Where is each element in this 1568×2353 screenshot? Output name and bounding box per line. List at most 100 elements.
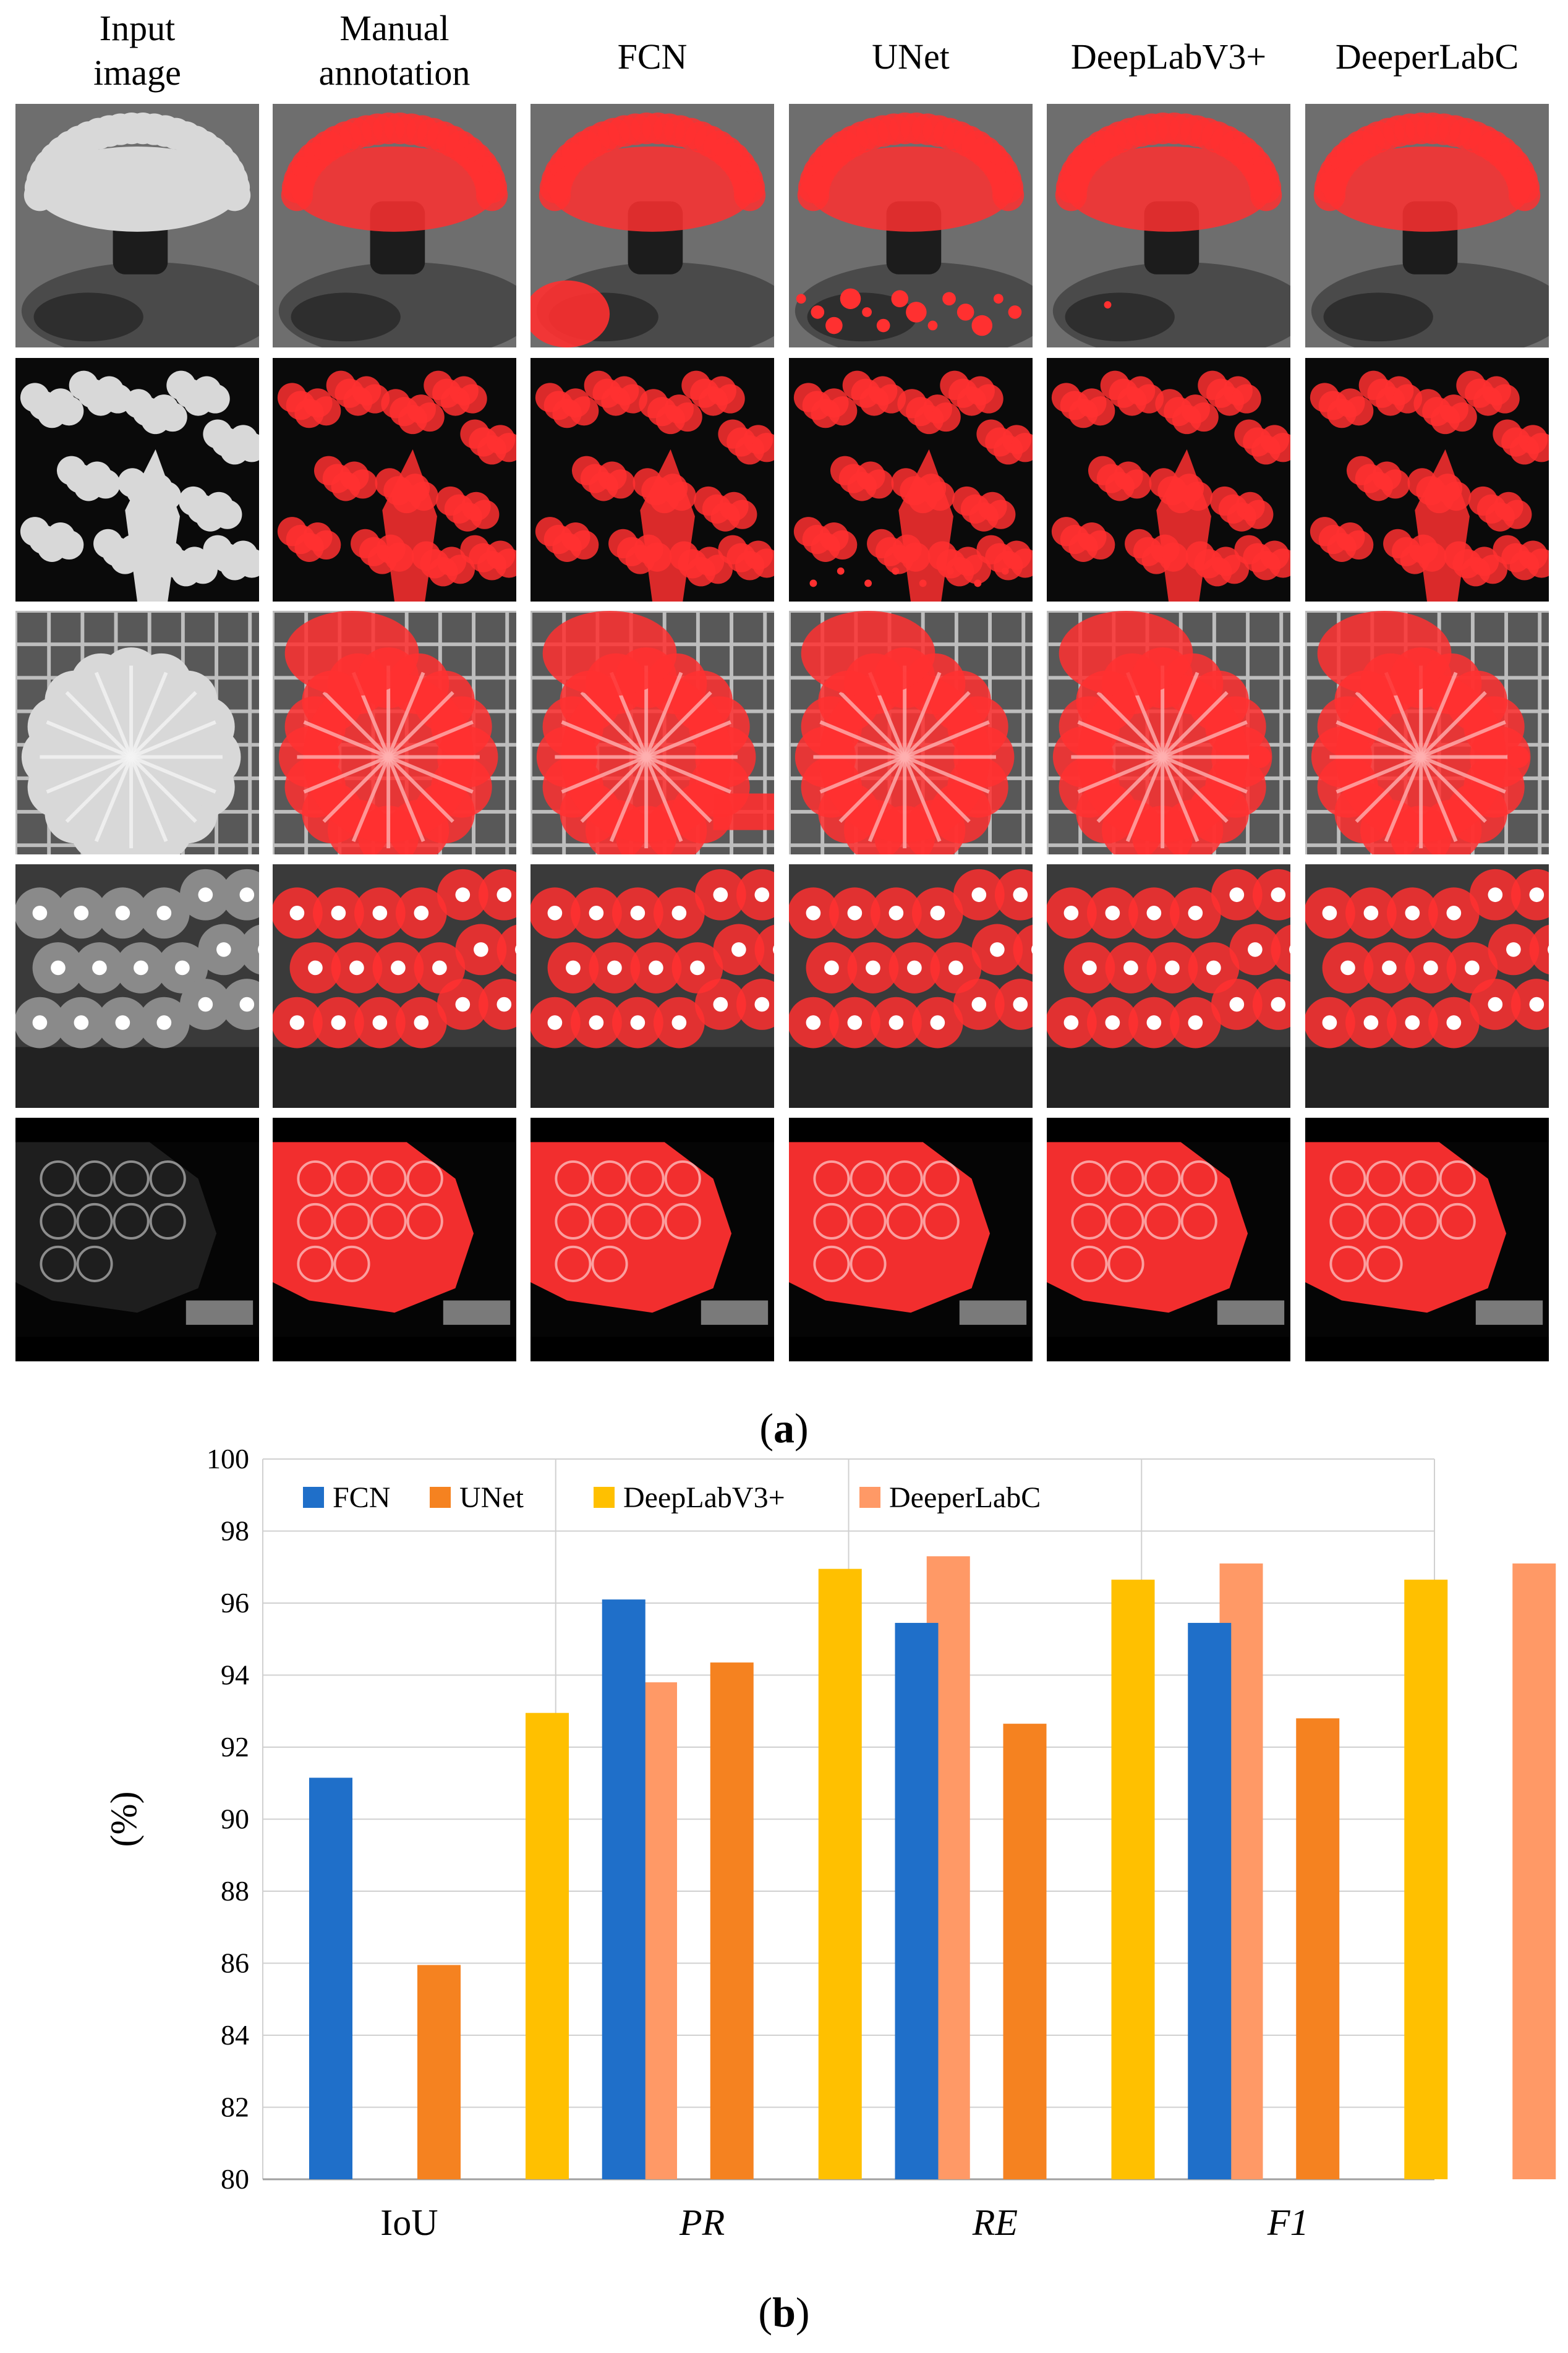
segmentation-image-drawing <box>530 104 774 347</box>
segmentation-image-drawing <box>789 358 1033 602</box>
segmentation-image-drawing <box>789 611 1033 854</box>
segmentation-image-drawing <box>1047 358 1290 602</box>
segmentation-image-plate-coral-unet <box>787 609 1034 856</box>
segmentation-image-sea-anemone-coral-manual <box>271 102 518 349</box>
segmentation-image-zoanthid-colony-manual <box>271 862 518 1110</box>
y-tick-label: 86 <box>221 1947 249 1979</box>
segmentation-image-drawing <box>1305 1118 1549 1361</box>
panel-a-caption: (a) <box>759 1405 809 1452</box>
column-header: Manual annotation <box>318 8 471 93</box>
y-tick-label: 90 <box>221 1803 249 1835</box>
y-tick-label: 98 <box>221 1515 249 1547</box>
segmentation-image-drawing <box>789 104 1033 347</box>
segmentation-image-zoanthid-colony-unet <box>787 862 1034 1110</box>
segmentation-image-branching-coral-fcn <box>529 356 776 603</box>
segmentation-image-drawing <box>1047 1118 1290 1361</box>
y-tick-label: 84 <box>221 2019 249 2051</box>
segmentation-image-sea-anemone-coral-deeper <box>1303 102 1551 349</box>
bar-unet-re <box>1003 1724 1047 2179</box>
bar-unet-f1 <box>1296 1718 1340 2179</box>
segmentation-image-drawing <box>789 1118 1033 1361</box>
segmentation-image-brain-coral-manual <box>271 1116 518 1363</box>
segmentation-image-drawing <box>530 611 774 854</box>
legend-label: DeepLabV3+ <box>623 1481 785 1514</box>
segmentation-image-zoanthid-colony-input <box>14 862 261 1110</box>
legend-swatch-deeplabv3 <box>594 1487 615 1508</box>
segmentation-image-drawing <box>273 1118 516 1361</box>
bar-fcn-re <box>895 1623 939 2179</box>
segmentation-image-drawing <box>530 864 774 1108</box>
panel-b-caption-letter: b <box>772 2289 796 2336</box>
x-category-label: RE <box>972 2202 1018 2243</box>
segmentation-image-branching-coral-manual <box>271 356 518 603</box>
segmentation-image-brain-coral-unet <box>787 1116 1034 1363</box>
segmentation-image-drawing <box>1305 864 1549 1108</box>
bar-deeplabv3-pr <box>818 1568 862 2179</box>
segmentation-image-plate-coral-fcn <box>529 609 776 856</box>
segmentation-image-branching-coral-deeplab <box>1045 356 1292 603</box>
segmentation-image-drawing <box>1305 611 1549 854</box>
segmentation-image-drawing <box>1047 104 1290 347</box>
metrics-bar-chart: 80 82 84 86 88 90 92 94 96 98 100 IoU PR RE F1 (%) FCN UN… <box>0 1440 1568 2244</box>
segmentation-image-drawing <box>273 358 516 602</box>
segmentation-comparison-panel: Input image Manual annotation FCN UNet DeepL… <box>14 8 1551 1452</box>
segmentation-image-brain-coral-fcn <box>529 1116 776 1363</box>
legend-label: DeeperLabC <box>889 1481 1041 1514</box>
y-axis-label: (%) <box>103 1792 144 1847</box>
segmentation-image-drawing <box>530 358 774 602</box>
y-tick-label: 88 <box>221 1875 249 1907</box>
segmentation-image-sea-anemone-coral-deeplab <box>1045 102 1292 349</box>
segmentation-image-branching-coral-unet <box>787 356 1034 603</box>
segmentation-image-brain-coral-deeper <box>1303 1116 1551 1363</box>
panel-b-caption: (b) <box>758 2289 810 2336</box>
segmentation-image-zoanthid-colony-deeper <box>1303 862 1551 1110</box>
column-header: FCN <box>617 36 688 77</box>
legend-swatch-fcn <box>303 1487 324 1508</box>
segmentation-image-brain-coral-input <box>14 1116 261 1363</box>
column-header: DeepLabV3+ <box>1070 36 1267 77</box>
segmentation-image-drawing <box>273 104 516 347</box>
y-tick-label: 96 <box>221 1587 249 1619</box>
segmentation-image-branching-coral-deeper <box>1303 356 1551 603</box>
segmentation-image-drawing <box>530 1118 774 1361</box>
segmentation-image-plate-coral-manual <box>271 609 518 856</box>
column-header: UNet <box>872 36 950 77</box>
x-category-label: F1 <box>1267 2202 1309 2243</box>
legend-swatch-unet <box>430 1487 451 1508</box>
legend-swatch-deeperlabc <box>859 1487 880 1508</box>
bar-unet-pr <box>710 1662 754 2179</box>
segmentation-image-drawing <box>789 864 1033 1108</box>
bar-deeplabv3-f1 <box>1404 1580 1448 2179</box>
segmentation-image-sea-anemone-coral-input <box>14 102 261 349</box>
y-tick-label: 92 <box>221 1731 249 1763</box>
y-tick-label: 100 <box>207 1443 249 1474</box>
legend-label: UNet <box>459 1481 524 1514</box>
legend-label: FCN <box>333 1481 390 1514</box>
segmentation-image-drawing <box>1047 864 1290 1108</box>
segmentation-image-drawing <box>1305 104 1549 347</box>
segmentation-image-drawing <box>15 358 259 602</box>
segmentation-image-sea-anemone-coral-unet <box>787 102 1034 349</box>
panel-a-caption-letter: a <box>773 1405 795 1452</box>
segmentation-image-drawing <box>15 864 259 1108</box>
bar-deeperlabc-f1 <box>1512 1563 1556 2179</box>
segmentation-image-drawing <box>273 864 516 1108</box>
chart-svg: 80 82 84 86 88 90 92 94 96 98 100 IoU PR RE F1 (%) FCN UN… <box>103 1443 1556 2243</box>
segmentation-image-sea-anemone-coral-fcn <box>529 102 776 349</box>
x-category-label: PR <box>679 2202 725 2243</box>
segmentation-image-branching-coral-input <box>14 356 261 603</box>
bar-unet-iou <box>417 1965 461 2179</box>
segmentation-image-zoanthid-colony-deeplab <box>1045 862 1292 1110</box>
segmentation-image-drawing <box>1305 358 1549 602</box>
segmentation-image-drawing <box>15 104 259 347</box>
bar-deeplabv3-re <box>1111 1580 1155 2179</box>
segmentation-image-zoanthid-colony-fcn <box>529 862 776 1110</box>
y-tick-label: 82 <box>221 2091 249 2123</box>
y-tick-label: 80 <box>221 2163 249 2195</box>
column-header: Input image <box>93 8 181 93</box>
x-category-label: IoU <box>380 2202 438 2243</box>
segmentation-image-drawing <box>15 1118 259 1361</box>
segmentation-image-drawing <box>15 611 259 854</box>
bar-fcn-pr <box>602 1599 646 2179</box>
segmentation-image-plate-coral-deeplab <box>1045 609 1292 856</box>
